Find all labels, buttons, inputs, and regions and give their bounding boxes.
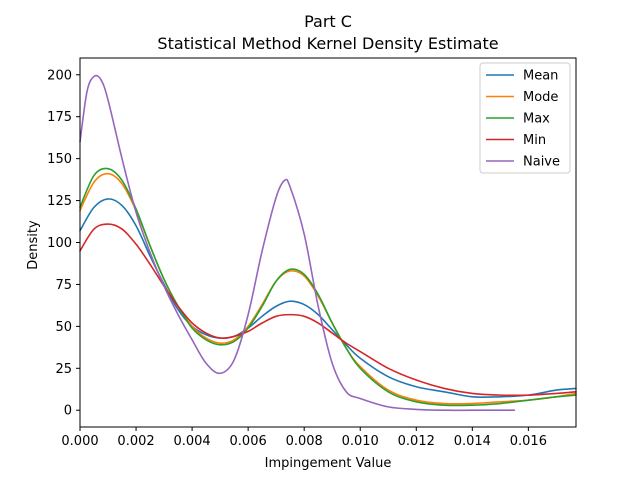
- axis-ticks: 0.000 0.002 0.004 0.006 0.008 0.010 0.012 0.014…: [47, 68, 547, 449]
- legend-label-min: Min: [523, 133, 546, 148]
- y-tick-label: 175: [47, 110, 72, 125]
- y-tick-label: 75: [55, 278, 72, 293]
- y-tick-label: 25: [55, 362, 72, 377]
- legend-label-mean: Mean: [523, 69, 558, 84]
- x-axis-label: Impingement Value: [265, 456, 392, 471]
- x-tick-label: 0.008: [286, 434, 323, 449]
- x-tick-label: 0.014: [454, 434, 491, 449]
- plot-lines: [79, 74, 577, 412]
- legend: Mean Mode Max Min Naive: [479, 62, 571, 174]
- chart-subtitle: Statistical Method Kernel Density Estima…: [157, 34, 498, 53]
- y-tick-label: 100: [47, 236, 72, 251]
- x-tick-label: 0.010: [342, 434, 379, 449]
- y-tick-label: 150: [47, 152, 72, 167]
- x-tick-label: 0.006: [230, 434, 267, 449]
- legend-label-naive: Naive: [523, 155, 560, 170]
- series-line-naive: [79, 74, 516, 412]
- series-line-max: [79, 167, 577, 407]
- legend-box: [479, 62, 571, 174]
- y-axis-label: Density: [26, 220, 41, 270]
- series-line-mean: [79, 198, 577, 399]
- x-tick-label: 0.016: [510, 434, 547, 449]
- axes-frame: [79, 57, 577, 428]
- x-tick-label: 0.004: [173, 434, 210, 449]
- legend-label-mode: Mode: [523, 90, 558, 105]
- x-tick-label: 0.000: [61, 434, 98, 449]
- chart-title: Part C: [304, 12, 352, 31]
- series-line-min: [79, 223, 577, 397]
- y-tick-label: 200: [47, 68, 72, 83]
- y-tick-label: 0: [64, 404, 72, 419]
- x-tick-label: 0.002: [117, 434, 154, 449]
- series-line-mode: [79, 172, 577, 405]
- x-tick-label: 0.012: [398, 434, 435, 449]
- legend-label-max: Max: [523, 112, 550, 127]
- y-tick-label: 50: [55, 320, 72, 335]
- y-tick-label: 125: [47, 194, 72, 209]
